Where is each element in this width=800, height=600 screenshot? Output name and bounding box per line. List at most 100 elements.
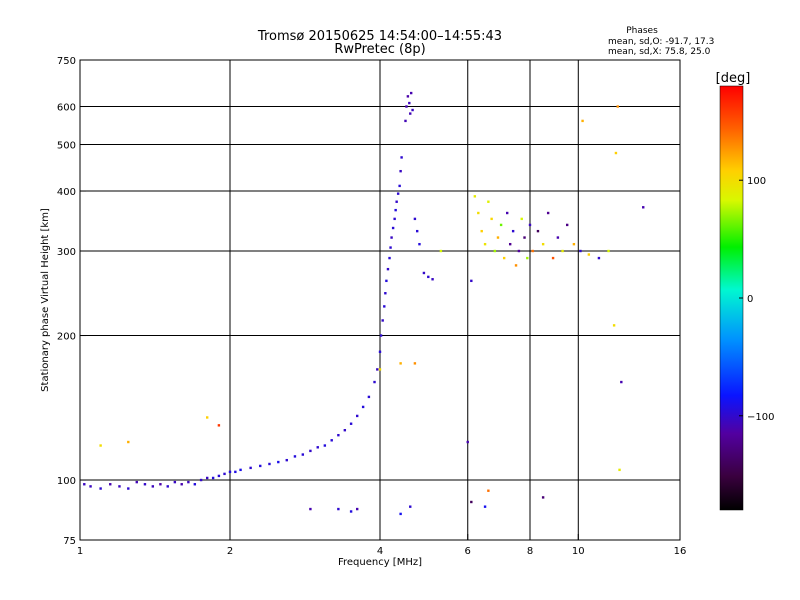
data-point — [616, 105, 619, 108]
data-point — [383, 305, 386, 308]
data-point — [228, 470, 232, 474]
data-point — [199, 478, 203, 482]
data-point — [89, 485, 92, 488]
data-point — [367, 395, 371, 399]
phases-heading: Phases — [626, 26, 658, 36]
data-point — [607, 249, 610, 253]
data-point — [505, 211, 509, 215]
data-point — [422, 271, 426, 275]
data-point — [517, 249, 521, 253]
data-point — [502, 256, 506, 260]
data-point — [180, 483, 183, 486]
data-point — [99, 487, 102, 490]
data-point — [217, 474, 221, 478]
chart-title-line2: RwPretec (8p) — [334, 42, 425, 57]
data-point — [390, 236, 393, 239]
data-point — [477, 211, 480, 215]
data-point — [349, 510, 353, 513]
data-point — [612, 324, 616, 327]
data-point — [391, 226, 395, 230]
data-point — [193, 483, 197, 486]
data-point — [173, 480, 177, 484]
data-point — [277, 460, 280, 464]
data-point — [415, 229, 419, 233]
data-point — [541, 496, 545, 499]
data-point — [587, 253, 591, 256]
data-point — [480, 229, 483, 233]
data-point — [395, 200, 398, 203]
colorbar: [deg] 100 0 −100 — [716, 71, 774, 511]
x-tick-label: 10 — [572, 546, 585, 557]
data-point — [301, 453, 305, 456]
data-point — [565, 223, 569, 227]
data-point — [511, 229, 515, 233]
data-point — [166, 485, 169, 488]
data-point — [349, 422, 353, 425]
y-tick-label: 750 — [57, 56, 76, 67]
data-point — [337, 433, 340, 437]
data-point — [187, 480, 190, 484]
data-point — [385, 279, 388, 283]
data-point — [514, 264, 518, 267]
data-point — [642, 206, 645, 209]
data-point — [561, 249, 564, 253]
data-point — [405, 105, 408, 108]
data-point — [376, 368, 379, 371]
data-point — [135, 480, 138, 484]
data-point — [159, 483, 162, 486]
data-point — [109, 483, 112, 486]
data-point — [143, 483, 147, 486]
data-point — [118, 485, 121, 488]
data-point — [470, 500, 473, 504]
y-tick-label: 500 — [57, 141, 76, 152]
data-point — [373, 380, 376, 384]
data-point — [409, 505, 412, 508]
data-point — [413, 217, 417, 221]
data-point — [323, 444, 327, 447]
data-point — [536, 229, 540, 233]
data-point — [337, 507, 340, 511]
data-point — [597, 256, 601, 260]
data-point — [418, 242, 421, 246]
data-point — [398, 184, 401, 188]
data-point — [483, 505, 487, 508]
data-point — [409, 91, 413, 95]
data-point — [211, 476, 215, 480]
data-point — [490, 217, 493, 221]
data-point — [404, 119, 407, 123]
data-point — [431, 278, 434, 281]
data-point — [384, 292, 387, 295]
data-point — [355, 507, 359, 511]
data-point — [309, 507, 312, 511]
data-point — [528, 223, 532, 227]
data-point — [620, 380, 623, 384]
data-point — [393, 217, 396, 221]
y-tick-label: 100 — [57, 476, 76, 487]
data-point — [316, 446, 319, 449]
data-point — [496, 236, 500, 239]
data-point — [399, 362, 402, 365]
data-point — [388, 256, 391, 260]
data-point — [487, 489, 490, 492]
data-point — [381, 319, 384, 322]
data-point — [127, 440, 130, 444]
data-point — [394, 208, 397, 212]
data-point — [361, 405, 365, 409]
data-point — [396, 192, 400, 195]
data-point — [268, 462, 271, 466]
x-axis-label: Frequency [MHz] — [338, 557, 422, 568]
data-point — [546, 211, 550, 215]
data-point — [378, 368, 382, 371]
data-point — [541, 242, 545, 246]
data-point — [259, 464, 262, 468]
data-point — [309, 449, 312, 453]
y-tick-label: 600 — [57, 103, 76, 114]
data-point — [413, 362, 417, 365]
data-point — [379, 334, 383, 337]
data-point — [581, 119, 584, 123]
data-point — [99, 444, 102, 447]
data-point — [293, 455, 297, 458]
data-point — [520, 217, 523, 221]
x-tick-label: 6 — [465, 546, 471, 557]
